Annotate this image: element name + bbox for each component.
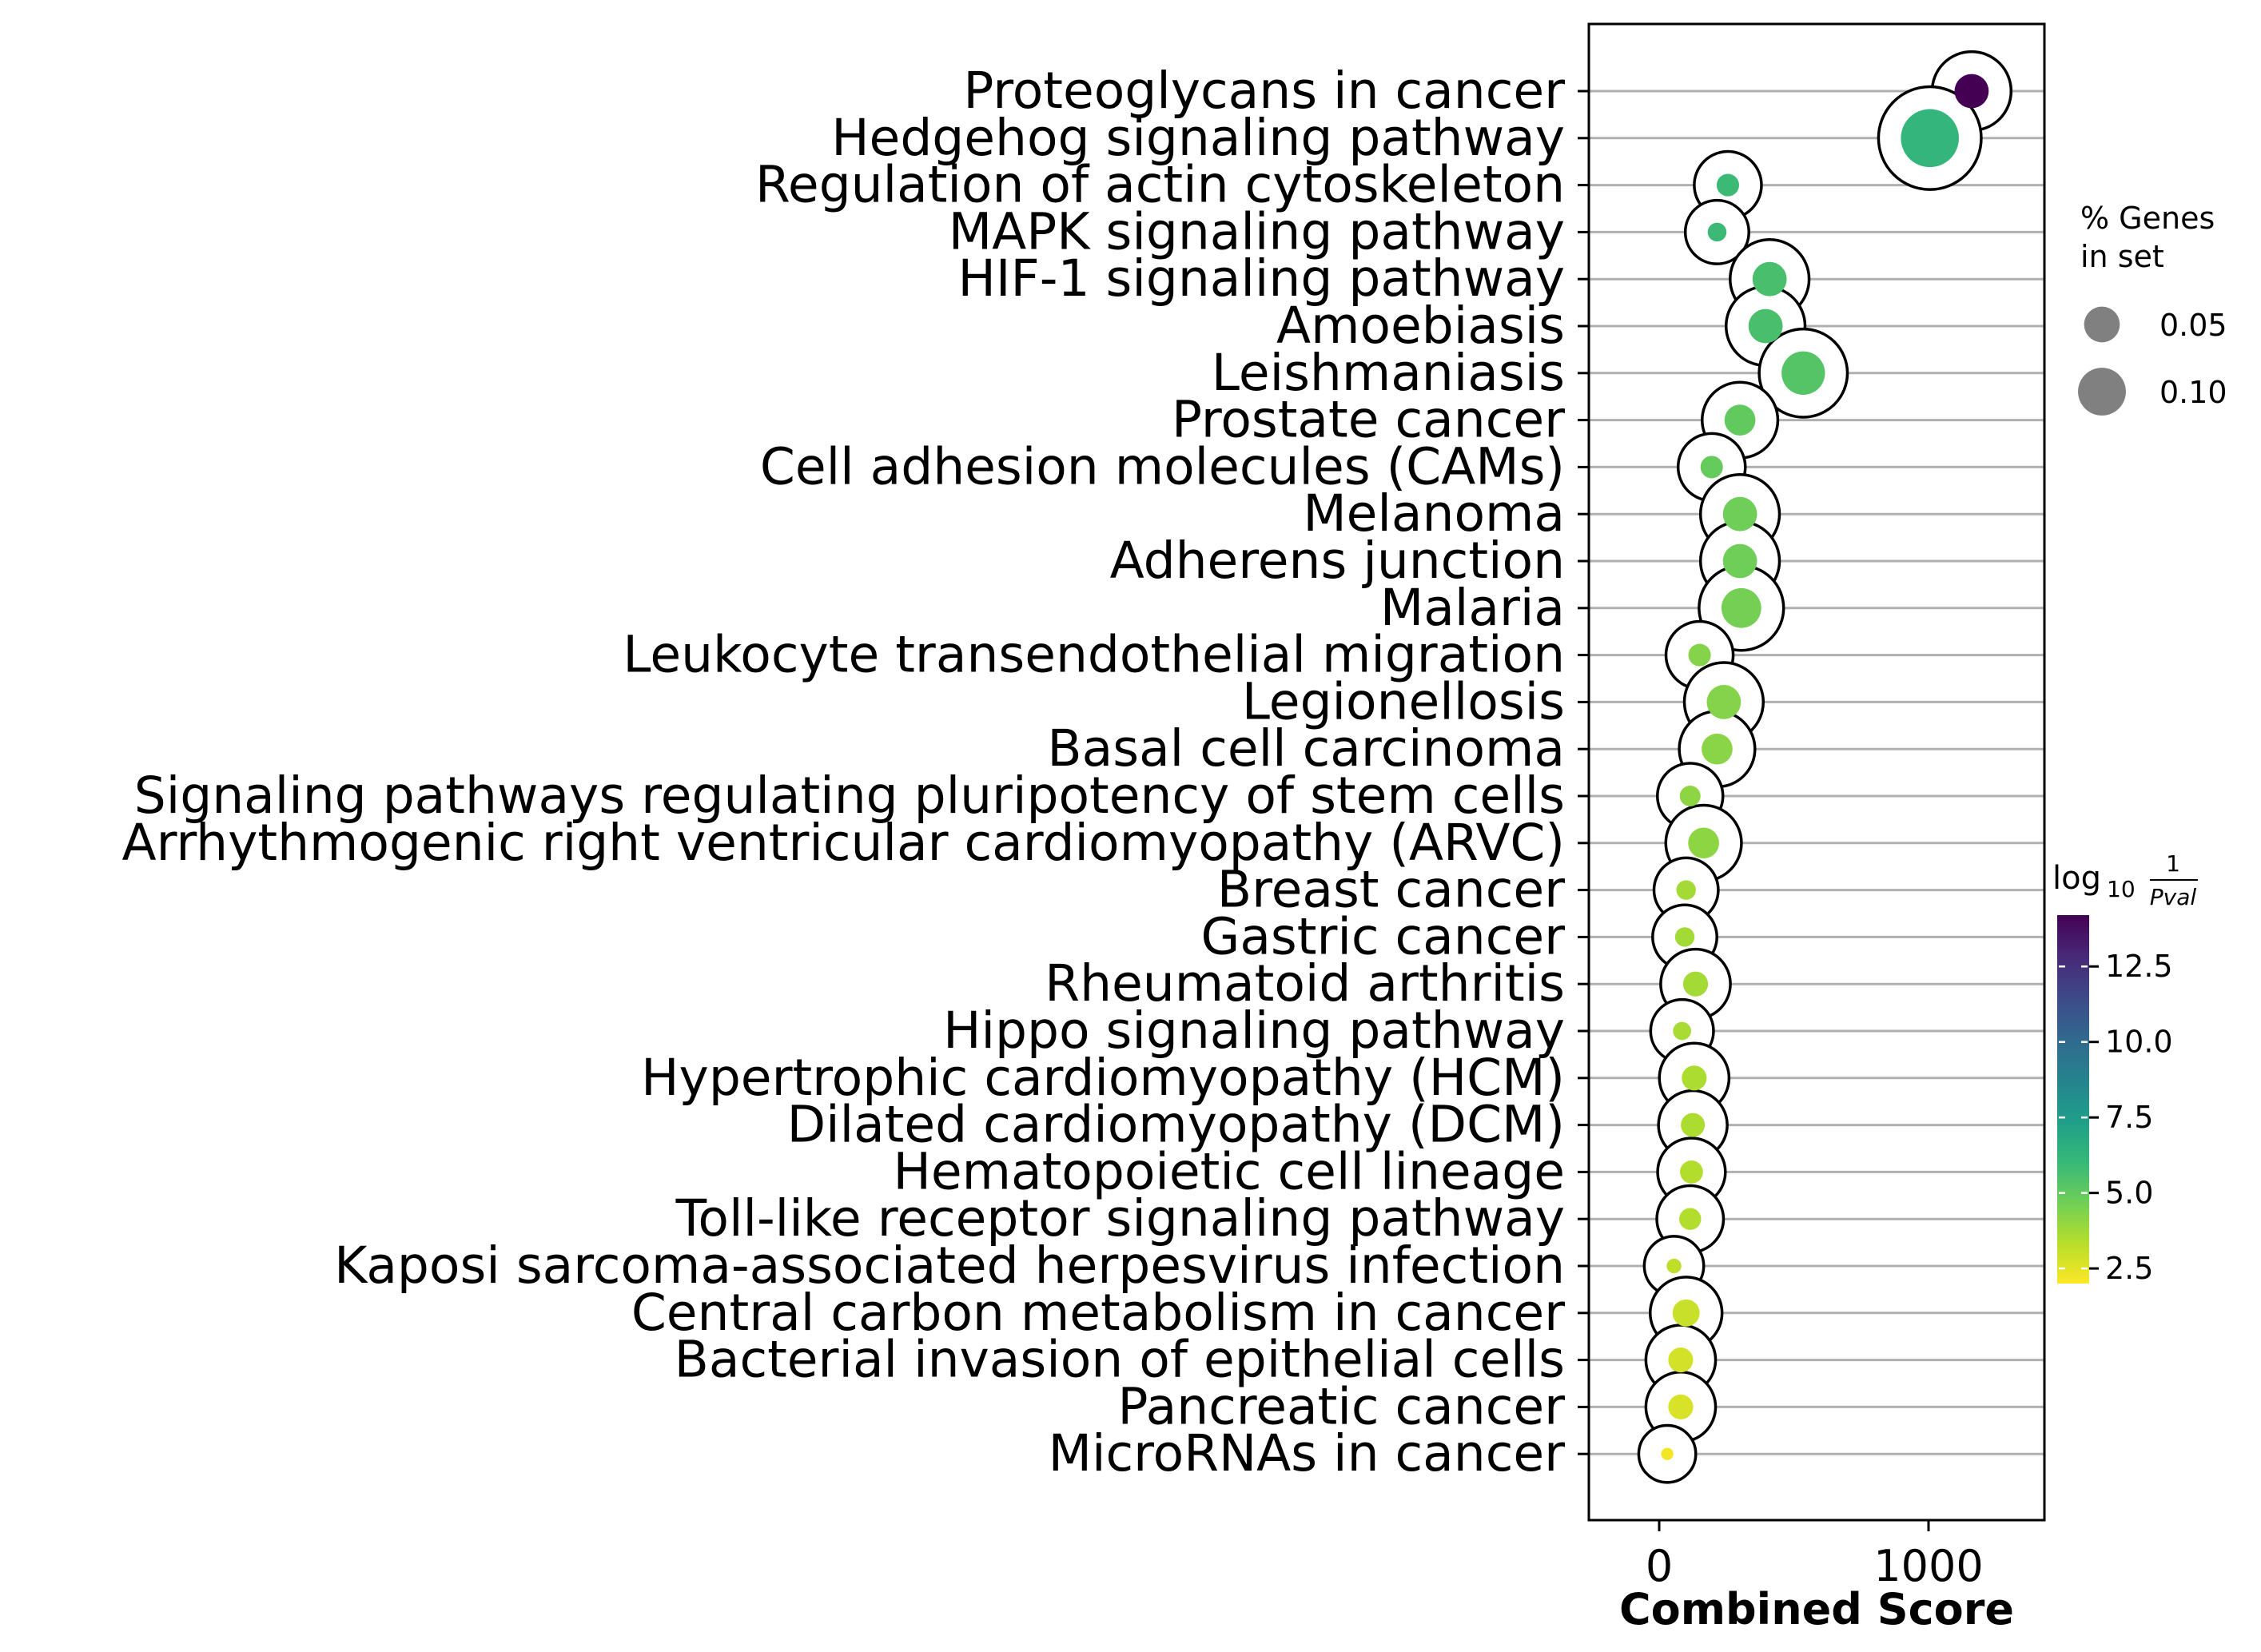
size-legend-title-line-2: in set [2080, 239, 2164, 274]
data-point [1716, 173, 1739, 197]
colorbar-tick-label: 12.5 [2105, 949, 2173, 984]
colorbar-tick-label: 7.5 [2105, 1100, 2153, 1135]
data-point [1673, 1021, 1691, 1041]
y-tick-label: Arrhythmogenic right ventricular cardiom… [122, 814, 1566, 872]
data-point [1682, 1065, 1707, 1091]
y-tick-label: Dilated cardiomyopathy (DCM) [787, 1096, 1565, 1154]
data-point [1668, 1347, 1694, 1373]
colorbar: log 10 1 Pval 2.5 5.0 7.5 10.0 12.5 [2052, 850, 2198, 1286]
y-tick-label: HIF-1 signaling pathway [958, 249, 1565, 308]
data-point [1680, 1160, 1703, 1184]
data-points [1661, 74, 1989, 1460]
y-tick-label: MAPK signaling pathway [949, 202, 1565, 261]
colorbar-title-denominator: Pval [2150, 884, 2197, 910]
data-point [1706, 685, 1742, 719]
data-point [1954, 74, 1989, 109]
data-point [1722, 543, 1757, 579]
size-legend-title-line-1: % Genes [2080, 201, 2215, 236]
y-tick-label: Breast cancer [1217, 861, 1565, 919]
data-point [1901, 109, 1959, 168]
y-tick-label: Central carbon metabolism in cancer [631, 1284, 1565, 1342]
x-axis-title: Combined Score [1619, 1584, 2014, 1634]
y-tick-label: Hedgehog signaling pathway [831, 109, 1565, 167]
data-point [1722, 496, 1757, 531]
colorbar-title-numerator: 1 [2166, 850, 2180, 877]
plot-frame [1587, 22, 2046, 1522]
y-tick-label: Leishmaniasis [1212, 344, 1565, 402]
y-tick-label: Melanoma [1303, 484, 1565, 543]
colorbar-tick-label: 2.5 [2105, 1251, 2153, 1286]
gridlines [1589, 90, 2044, 1455]
y-tick-label: Proteoglycans in cancer [963, 62, 1565, 120]
marker-halos [1637, 50, 2013, 1484]
y-tick-label: Prostate cancer [1172, 391, 1565, 449]
y-tick-label: Pancreatic cancer [1117, 1377, 1565, 1435]
y-tick-label: Cell adhesion molecules (CAMs) [760, 437, 1565, 496]
size-legend-marker [2084, 306, 2120, 343]
data-point [1748, 309, 1783, 344]
data-point [1672, 1299, 1700, 1327]
data-point [1702, 733, 1733, 765]
colorbar-title-log: log [2052, 860, 2101, 897]
data-point [1700, 456, 1723, 479]
size-legend-marker [2078, 368, 2126, 416]
y-tick-label: MicroRNAs in cancer [1049, 1424, 1565, 1483]
data-point [1707, 222, 1727, 242]
y-tick-label: Malaria [1380, 579, 1565, 637]
x-tick-label: 0 [1646, 1541, 1673, 1591]
y-tick-label: Hypertrophic cardiomyopathy (HCM) [641, 1049, 1565, 1107]
data-point [1721, 587, 1761, 628]
y-tick-label: Rheumatoid arthritis [1045, 954, 1565, 1013]
colorbar-title-subscript: 10 [2107, 876, 2136, 902]
data-point [1674, 927, 1695, 947]
y-tick-label: Toll-like receptor signaling pathway [675, 1189, 1565, 1248]
data-point [1781, 351, 1825, 395]
colorbar-title: log 10 1 Pval [2052, 850, 2198, 910]
y-tick-label: Signaling pathways regulating pluripoten… [134, 766, 1565, 825]
x-tick-label: 1000 [1873, 1541, 1983, 1591]
size-legend: % Genes in set 0.05 0.10 [2078, 201, 2227, 416]
data-point [1688, 643, 1711, 667]
data-point [1679, 786, 1701, 806]
size-legend-label: 0.10 [2159, 375, 2227, 410]
x-axis: 0 1000 [1646, 1520, 1984, 1591]
y-tick-label: Hippo signaling pathway [943, 1001, 1565, 1060]
y-tick-label: Bacterial invasion of epithelial cells [675, 1331, 1565, 1389]
size-legend-entries: 0.05 0.10 [2078, 306, 2227, 416]
colorbar-tick-label: 10.0 [2105, 1025, 2173, 1060]
data-point [1681, 1113, 1706, 1137]
y-tick-label: Basal cell carcinoma [1047, 719, 1565, 778]
data-point [1752, 261, 1787, 297]
y-tick-label: Adherens junction [1110, 531, 1565, 590]
y-tick-label: Hematopoietic cell lineage [893, 1142, 1565, 1200]
data-point [1724, 404, 1756, 436]
y-tick-marks [1578, 90, 1589, 1455]
y-tick-label: Leukocyte transendothelial migration [623, 626, 1565, 684]
y-tick-label: Regulation of actin cytoskeleton [755, 156, 1565, 214]
y-tick-label: Amoebiasis [1276, 297, 1565, 355]
data-point [1676, 880, 1696, 900]
y-tick-label: Kaposi sarcoma-associated herpesvirus in… [334, 1236, 1565, 1295]
data-point [1668, 1394, 1694, 1419]
data-point [1661, 1447, 1674, 1460]
data-point [1682, 971, 1709, 997]
y-tick-label: Gastric cancer [1201, 907, 1566, 965]
colorbar-tick-label: 5.0 [2105, 1176, 2153, 1211]
data-point [1666, 1258, 1682, 1274]
colorbar-gradient [2057, 915, 2089, 1284]
colorbar-ticks: 2.5 5.0 7.5 10.0 12.5 [2059, 949, 2173, 1286]
data-point [1679, 1208, 1702, 1230]
data-point [1688, 827, 1719, 859]
size-legend-label: 0.05 [2159, 308, 2227, 343]
y-tick-label: Legionellosis [1242, 672, 1565, 730]
